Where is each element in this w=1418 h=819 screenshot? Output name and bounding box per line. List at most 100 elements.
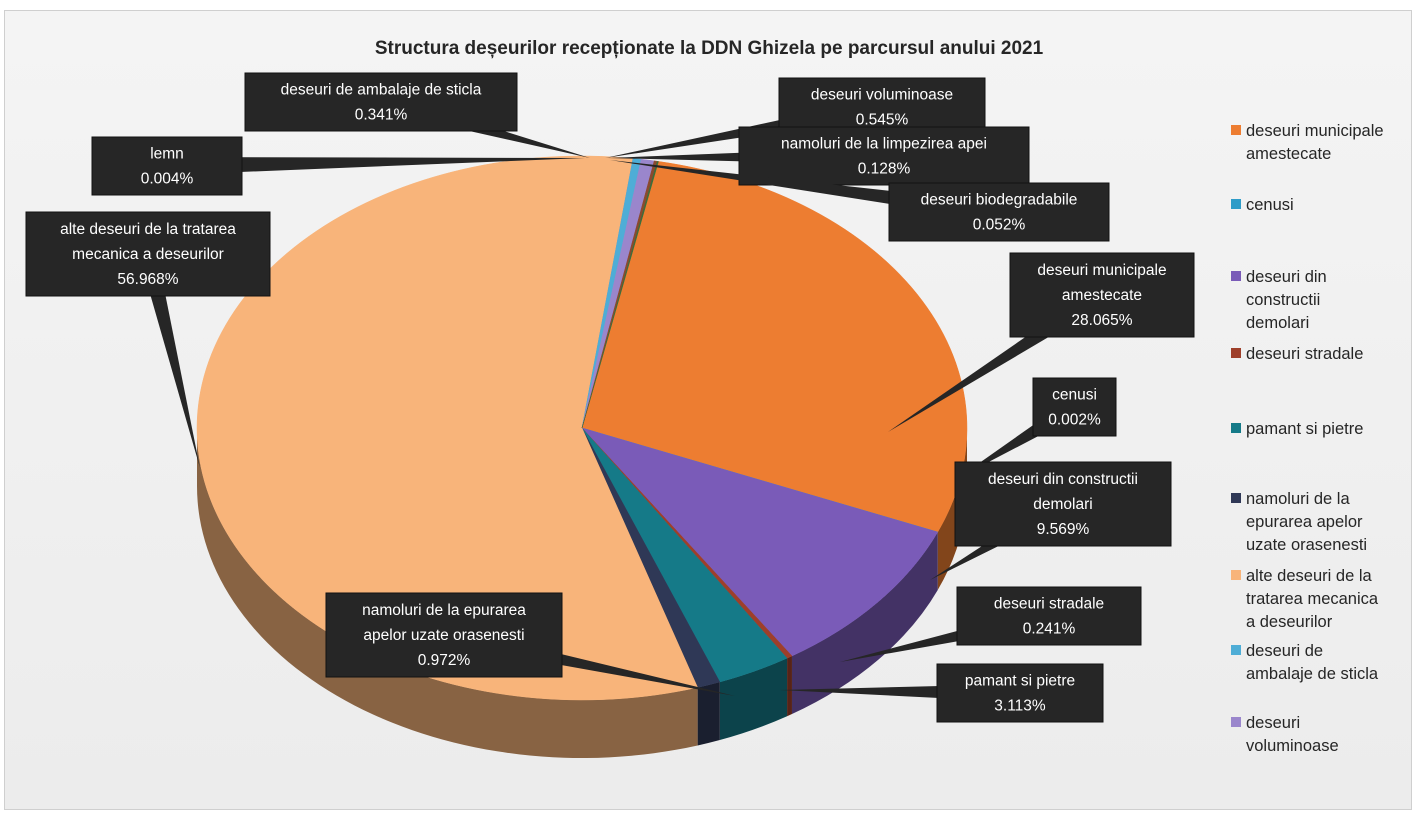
legend-label: pamant si pietre bbox=[1246, 420, 1363, 438]
data-label-text: 0.241% bbox=[1023, 621, 1076, 638]
data-label-text: cenusi bbox=[1052, 387, 1097, 404]
pie-side-2 bbox=[791, 532, 938, 714]
data-label-text: demolari bbox=[1033, 496, 1092, 513]
pie-side-3 bbox=[787, 655, 792, 717]
data-label-text: namoluri de la epurarea bbox=[362, 602, 526, 619]
legend-label: epurarea apelor bbox=[1246, 513, 1363, 531]
data-label-box bbox=[325, 592, 563, 678]
data-label-0: deseuri municipale amestecate 28.065% bbox=[888, 252, 1195, 432]
data-label-text: deseuri municipale bbox=[1037, 262, 1166, 279]
data-label-text: deseuri de ambalaje de sticla bbox=[281, 82, 482, 99]
legend-item: deseuri municipale amestecate bbox=[1231, 122, 1384, 163]
legend-label: deseuri de bbox=[1246, 642, 1323, 660]
data-label-text: 0.972% bbox=[418, 652, 471, 669]
data-label-text: 9.569% bbox=[1037, 521, 1090, 538]
chart-title: Structura deșeurilor recepționate la DDN… bbox=[374, 38, 1044, 59]
legend-label: ambalaje de sticla bbox=[1246, 665, 1379, 683]
pie-slice-6 bbox=[196, 155, 698, 701]
pie-side-4 bbox=[719, 658, 788, 740]
legend-label: uzate orasenesti bbox=[1246, 536, 1367, 554]
data-label-pointer bbox=[166, 157, 585, 175]
legend: deseuri municipale amestecate cenusi deseur… bbox=[1231, 122, 1384, 755]
data-label-8: deseuri de ambalaje de sticla 0.341% bbox=[244, 72, 590, 158]
legend-swatch bbox=[1231, 493, 1241, 503]
legend-swatch bbox=[1231, 423, 1241, 433]
legend-item: namoluri de la epurarea apelor uzate orase… bbox=[1231, 490, 1367, 554]
legend-label: voluminoase bbox=[1246, 737, 1339, 755]
data-label-text: 56.968% bbox=[117, 271, 178, 288]
legend-label: deseuri din bbox=[1246, 268, 1327, 286]
legend-swatch bbox=[1231, 271, 1241, 281]
legend-label: alte deseuri de la bbox=[1246, 567, 1372, 585]
data-label-text: 0.004% bbox=[141, 171, 194, 188]
data-label-text: 3.113% bbox=[994, 698, 1046, 715]
data-label-text: alte deseuri de la tratarea bbox=[60, 221, 236, 238]
legend-item: deseuri din constructii demolari bbox=[1231, 268, 1327, 332]
data-label-10: namoluri de la limpezirea apei 0.128% bbox=[608, 126, 1030, 186]
legend-label: a deseurilor bbox=[1246, 613, 1333, 631]
data-label-box bbox=[956, 586, 1142, 646]
data-label-1: cenusi 0.002% bbox=[958, 377, 1117, 478]
data-label-box bbox=[1032, 377, 1117, 437]
data-labels: deseuri municipale amestecate 28.065% cenus… bbox=[25, 72, 1195, 723]
data-label-text: namoluri de la limpezirea apei bbox=[781, 136, 987, 153]
legend-swatch bbox=[1231, 125, 1241, 135]
data-label-box bbox=[936, 663, 1104, 723]
data-label-text: 0.545% bbox=[856, 112, 909, 129]
legend-label: deseuri municipale bbox=[1246, 122, 1384, 140]
legend-label: constructii bbox=[1246, 291, 1320, 309]
pie-slices bbox=[196, 155, 968, 701]
pie-side-6 bbox=[196, 428, 698, 758]
data-label-5: namoluri de la epurarea apelor uzate oras… bbox=[325, 592, 735, 696]
legend-item: pamant si pietre bbox=[1231, 420, 1363, 438]
legend-label: demolari bbox=[1246, 314, 1309, 332]
data-label-box bbox=[888, 182, 1110, 242]
legend-label: tratarea mecanica bbox=[1246, 590, 1379, 608]
pie-slice-2 bbox=[581, 427, 939, 657]
data-label-text: 28.065% bbox=[1071, 312, 1132, 329]
data-label-box bbox=[778, 77, 986, 137]
data-label-6: alte deseuri de la tratarea mecanica a de… bbox=[25, 211, 271, 468]
legend-item: deseuri stradale bbox=[1231, 345, 1363, 363]
legend-item: deseuri de ambalaje de sticla bbox=[1231, 642, 1379, 683]
data-label-text: 0.128% bbox=[858, 161, 911, 178]
data-label-text: deseuri din constructii bbox=[988, 471, 1138, 488]
legend-swatch bbox=[1231, 348, 1241, 358]
data-label-text: 0.341% bbox=[355, 107, 408, 124]
data-label-text: amestecate bbox=[1062, 287, 1142, 304]
data-label-text: mecanica a deseurilor bbox=[72, 246, 224, 263]
pie-side-walls bbox=[196, 428, 967, 758]
data-label-7: lemn 0.004% bbox=[91, 136, 585, 196]
legend-item: alte deseuri de la tratarea mecanica a des… bbox=[1231, 567, 1379, 631]
pie-side-0 bbox=[937, 428, 967, 591]
pie-side-5 bbox=[697, 681, 720, 746]
legend-swatch bbox=[1231, 570, 1241, 580]
legend-swatch bbox=[1231, 645, 1241, 655]
legend-label: amestecate bbox=[1246, 145, 1331, 163]
data-label-text: pamant si pietre bbox=[965, 673, 1075, 690]
data-label-3: deseuri stradale 0.241% bbox=[840, 586, 1142, 662]
data-label-box bbox=[91, 136, 243, 196]
data-label-text: 0.052% bbox=[973, 217, 1026, 234]
data-label-2: deseuri din constructii demolari 9.569% bbox=[930, 461, 1172, 580]
data-label-text: apelor uzate orasenesti bbox=[363, 627, 524, 644]
data-label-box bbox=[738, 126, 1030, 186]
legend-swatch bbox=[1231, 199, 1241, 209]
data-label-text: deseuri stradale bbox=[994, 596, 1104, 613]
data-label-4: pamant si pietre 3.113% bbox=[780, 663, 1104, 723]
legend-label: deseuri stradale bbox=[1246, 345, 1363, 363]
legend-item: deseuri voluminoase bbox=[1231, 714, 1339, 755]
data-label-11: deseuri biodegradabile 0.052% bbox=[610, 160, 1110, 242]
legend-label: deseuri bbox=[1246, 714, 1300, 732]
legend-swatch bbox=[1231, 717, 1241, 727]
legend-item: cenusi bbox=[1231, 196, 1294, 214]
pie-slice-11 bbox=[581, 160, 659, 429]
data-label-box bbox=[1009, 252, 1195, 338]
data-label-pointer bbox=[139, 251, 200, 468]
data-label-text: 0.002% bbox=[1048, 412, 1101, 429]
data-label-text: deseuri voluminoase bbox=[811, 87, 953, 104]
data-label-text: lemn bbox=[150, 146, 184, 163]
data-label-box bbox=[25, 211, 271, 297]
data-label-box bbox=[244, 72, 518, 132]
